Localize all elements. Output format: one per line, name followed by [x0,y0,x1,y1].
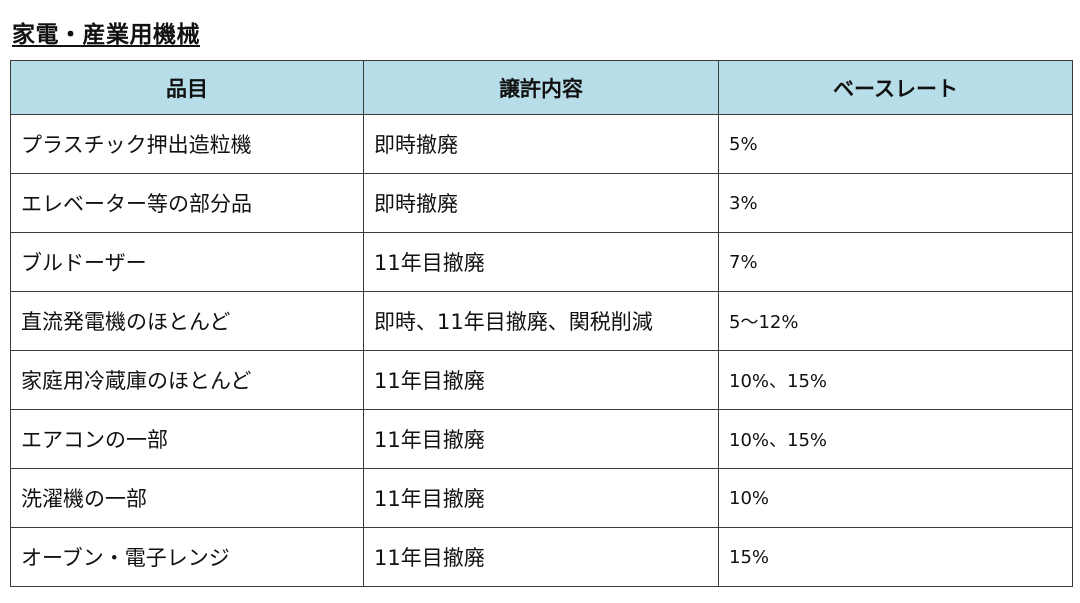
concession-cell: 11年目撤廃 [363,232,719,292]
table-row: オーブン・電子レンジ 11年目撤廃 15% [10,527,1073,587]
table-row: 家庭用冷蔵庫のほとんど 11年目撤廃 10%、15% [10,350,1073,410]
concession-cell: 11年目撤廃 [363,409,719,469]
table-row: ブルドーザー 11年目撤廃 7% [10,232,1073,292]
item-cell: 直流発電機のほとんど [10,291,364,351]
concession-cell: 11年目撤廃 [363,350,719,410]
table-row: 洗濯機の一部 11年目撤廃 10% [10,468,1073,528]
item-cell: 家庭用冷蔵庫のほとんど [10,350,364,410]
table-row: エレベーター等の部分品 即時撤廃 3% [10,173,1073,233]
page-title: 家電・産業用機械 [12,22,200,48]
base-rate-cell: 3% [718,173,1073,233]
base-rate-cell: 10% [718,468,1073,528]
concession-cell: 即時撤廃 [363,173,719,233]
concession-cell: 即時撤廃 [363,114,719,174]
tariff-table: 品目 譲許内容 ベースレート プラスチック押出造粒機 即時撤廃 5% エレベータ… [10,60,1073,587]
item-cell: ブルドーザー [10,232,364,292]
item-cell: エレベーター等の部分品 [10,173,364,233]
base-rate-cell: 5% [718,114,1073,174]
column-header-concession: 譲許内容 [363,60,719,115]
item-cell: プラスチック押出造粒機 [10,114,364,174]
column-header-base-rate: ベースレート [718,60,1073,115]
table-row: 直流発電機のほとんど 即時、11年目撤廃、関税削減 5～12% [10,291,1073,351]
item-cell: エアコンの一部 [10,409,364,469]
base-rate-cell: 5～12% [718,291,1073,351]
item-cell: 洗濯機の一部 [10,468,364,528]
concession-cell: 11年目撤廃 [363,527,719,587]
table-header-row: 品目 譲許内容 ベースレート [10,60,1073,115]
base-rate-cell: 15% [718,527,1073,587]
base-rate-cell: 7% [718,232,1073,292]
table-row: エアコンの一部 11年目撤廃 10%、15% [10,409,1073,469]
concession-cell: 11年目撤廃 [363,468,719,528]
base-rate-cell: 10%、15% [718,350,1073,410]
column-header-item: 品目 [10,60,364,115]
concession-cell: 即時、11年目撤廃、関税削減 [363,291,719,351]
table-row: プラスチック押出造粒機 即時撤廃 5% [10,114,1073,174]
base-rate-cell: 10%、15% [718,409,1073,469]
item-cell: オーブン・電子レンジ [10,527,364,587]
